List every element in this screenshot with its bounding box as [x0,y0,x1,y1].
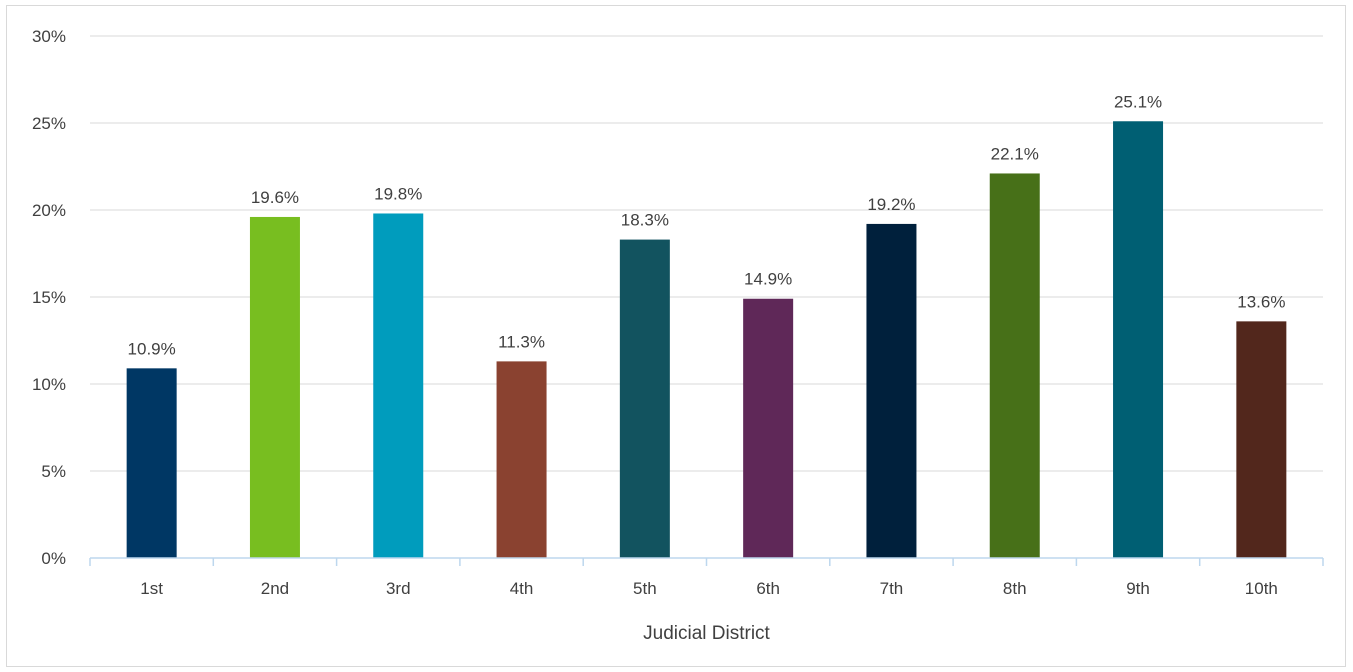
bar-data-label: 19.6% [251,188,299,207]
x-tick-label: 10th [1245,579,1278,598]
y-tick-label: 25% [32,114,66,133]
y-tick-label: 15% [32,288,66,307]
bar [743,298,794,558]
bar [1113,121,1164,558]
bar [496,361,547,558]
bar-data-label: 22.1% [991,144,1039,163]
bar-data-labels: 10.9% 19.6% 19.8% 11.3% 18.3% 14.9% 19.2% 22.1%… [128,92,1286,358]
y-tick-label: 5% [41,462,66,481]
x-tick-label: 2nd [261,579,289,598]
x-tick-label: 9th [1126,579,1150,598]
x-axis-title: Judicial District [643,623,770,644]
x-axis-tick-labels: 1st 2nd 3rd 4th 5th 6th 7th 8th 9th 10th [140,579,1278,598]
bar-data-label: 19.2% [867,195,915,214]
x-tick-label: 8th [1003,579,1027,598]
x-tick-label: 4th [510,579,534,598]
bar-data-label: 14.9% [744,270,792,289]
x-axis [89,557,1324,566]
x-tick-label: 5th [633,579,657,598]
bar [373,213,424,559]
bar-data-label: 19.8% [374,184,422,203]
bar [619,239,670,558]
bar [126,368,177,558]
bar [1236,321,1287,558]
y-axis-ticks: 0% 5% 10% 15% 20% 25% 30% [32,27,66,568]
bar [866,223,917,559]
bar [989,173,1040,558]
y-tick-label: 10% [32,375,66,394]
bar [249,216,300,558]
x-tick-label: 6th [756,579,780,598]
y-tick-label: 0% [41,549,66,568]
bar-data-label: 13.6% [1237,292,1285,311]
bar-data-label: 18.3% [621,211,669,230]
y-tick-label: 20% [32,201,66,220]
bar-data-label: 10.9% [128,339,176,358]
bar-data-label: 11.3% [498,332,545,351]
y-tick-label: 30% [32,27,66,46]
x-tick-label: 3rd [386,579,411,598]
x-tick-label: 1st [140,579,163,598]
bar-data-label: 25.1% [1114,92,1162,111]
x-tick-label: 7th [880,579,904,598]
bars [126,121,1287,559]
